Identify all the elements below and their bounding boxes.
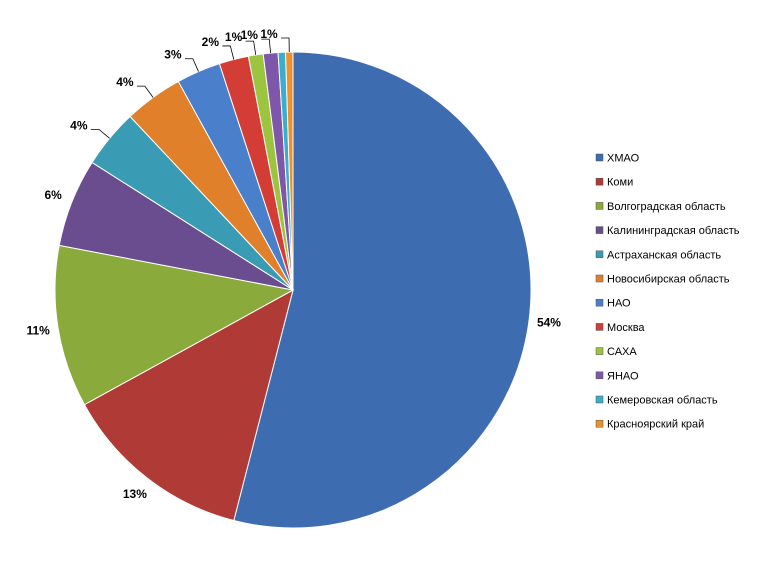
legend-swatch xyxy=(595,202,604,210)
legend-swatch xyxy=(595,274,604,283)
leader-line xyxy=(90,128,110,139)
data-label: 54% xyxy=(537,315,561,329)
data-label: 3% xyxy=(164,48,182,62)
data-label: 2% xyxy=(202,35,220,49)
legend-label: Кемеровская область xyxy=(607,395,718,407)
legend-label: Волгоградская область xyxy=(607,201,726,213)
legend-swatch xyxy=(595,298,604,307)
legend-swatch xyxy=(595,347,604,355)
legend-swatch xyxy=(595,323,604,331)
legend-label: НАО xyxy=(607,298,631,310)
legend-label: Красноярский край xyxy=(607,419,704,431)
legend-label: Новосибирская область xyxy=(607,274,730,286)
leader-line xyxy=(245,40,257,55)
legend-label: Коми xyxy=(607,177,633,189)
leader-line xyxy=(261,38,272,54)
data-label: 11% xyxy=(26,323,50,337)
data-label: 4% xyxy=(116,75,134,89)
legend-label: Калининградская область xyxy=(607,225,740,237)
pie-slice xyxy=(83,289,294,522)
legend-label: Астраханская область xyxy=(607,249,721,261)
legend-swatch xyxy=(595,153,604,162)
leader-line xyxy=(184,58,199,72)
pie-slices xyxy=(54,51,532,529)
leader-line xyxy=(136,85,154,98)
leader-line xyxy=(222,45,235,60)
legend-swatch xyxy=(595,419,604,428)
legend-label: ЯНАО xyxy=(607,370,639,382)
legend-swatch xyxy=(595,250,604,259)
pie-slice xyxy=(54,244,295,406)
data-labels: 54%13%11%6%4%4%3%2% 1%1% 1% xyxy=(26,27,561,501)
data-label: 1% xyxy=(241,28,259,42)
leader-line xyxy=(281,37,290,53)
legend: ХМАО Коми Волгоградская область Калининград… xyxy=(595,153,740,431)
legend-label: ХМАО xyxy=(607,153,640,165)
data-label: 4% xyxy=(70,118,88,132)
legend-swatch xyxy=(595,395,604,404)
pie-slice xyxy=(233,51,532,529)
data-label: 1% xyxy=(260,27,278,41)
data-label: 1% xyxy=(225,30,243,44)
legend-swatch xyxy=(595,177,604,186)
legend-label: Москва xyxy=(607,322,645,334)
legend-swatch xyxy=(595,371,604,380)
legend-label: САХА xyxy=(607,346,637,358)
legend-swatch xyxy=(595,226,604,234)
leader-lines xyxy=(90,37,290,139)
data-label: 6% xyxy=(44,188,62,202)
data-label: 13% xyxy=(123,487,147,501)
